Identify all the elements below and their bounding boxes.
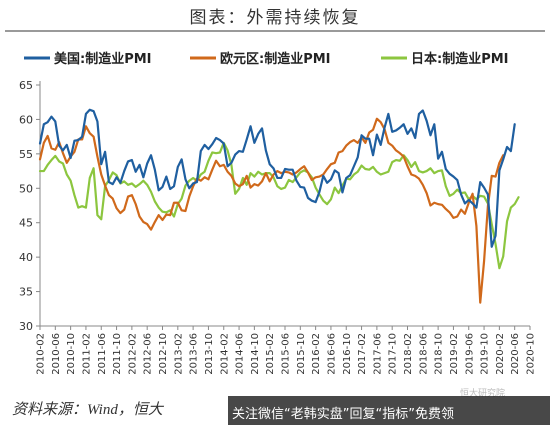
x-tick-label: 2014-06 [235, 333, 246, 375]
y-tick-label: 40 [19, 251, 33, 264]
x-tick-label: 2017-06 [372, 333, 383, 375]
y-tick-label: 65 [19, 79, 33, 92]
x-tick-label: 2012-10 [158, 333, 169, 375]
legend-label: 日本:制造业PMI [411, 51, 509, 67]
x-tick-label: 2020-06 [510, 333, 521, 375]
x-tick-label: 2018-06 [418, 333, 429, 375]
x-tick-label: 2018-10 [434, 333, 445, 375]
y-tick-label: 45 [19, 217, 33, 230]
pmi-line-chart: 美国:制造业PMI 欧元区:制造业PMI 日本:制造业PMI 30 35 40 45 50 5… [19, 51, 537, 375]
x-tick-label: 2014-02 [219, 333, 230, 375]
line-series-eurozone [38, 117, 505, 304]
line-series-us [38, 108, 516, 248]
x-tick-label: 2012-06 [143, 333, 154, 375]
x-tick-label: 2011-06 [97, 333, 108, 375]
x-tick-label: 2015-06 [281, 333, 292, 375]
x-tick-label: 2015-10 [296, 333, 307, 375]
line-series-japan [38, 141, 520, 270]
x-tick-label: 2012-02 [127, 333, 138, 375]
x-tick-label: 2014-10 [250, 333, 261, 375]
x-tick-label: 2010-10 [66, 333, 77, 375]
y-tick-label: 50 [19, 182, 33, 195]
wechat-banner[interactable] [228, 396, 550, 425]
x-tick-label: 2019-10 [480, 333, 491, 375]
x-tick-label: 2019-06 [464, 333, 475, 375]
x-tick-label: 2020-10 [526, 333, 537, 375]
y-tick-label: 30 [19, 320, 33, 333]
y-tick-label: 35 [19, 286, 33, 299]
wechat-banner-text[interactable]: 关注微信“老韩实盘”回复“指标”免费领 [232, 407, 454, 422]
x-tick-label: 2010-06 [51, 333, 62, 375]
x-tick-label: 2013-10 [204, 333, 215, 375]
y-axis: 30 35 40 45 50 55 60 65 [19, 79, 41, 333]
x-tick-label: 2017-10 [388, 333, 399, 375]
source-note: 资料来源：Wind，恒大 [12, 402, 163, 418]
x-tick-label: 2013-06 [189, 333, 200, 375]
x-tick-label: 2016-10 [342, 333, 353, 375]
y-tick-label: 60 [19, 113, 33, 126]
watermark: 恒大研究院 [460, 389, 506, 399]
legend-label: 欧元区:制造业PMI [220, 51, 331, 67]
x-tick-label: 2016-02 [311, 333, 322, 375]
x-tick-label: 2018-02 [403, 333, 414, 375]
chart-title: 图表：外需持续恢复 [189, 8, 361, 28]
x-tick-label: 2015-02 [265, 333, 276, 375]
x-tick-label: 2016-06 [326, 333, 337, 375]
legend: 美国:制造业PMI 欧元区:制造业PMI 日本:制造业PMI [24, 51, 509, 67]
x-tick-label: 2017-02 [357, 333, 368, 375]
x-tick-label: 2019-02 [449, 333, 460, 375]
x-tick-label: 2020-02 [495, 333, 506, 375]
x-axis: 2010-02 2010-06 2010-10 2011-02 2011-06 2011-… [36, 325, 537, 375]
legend-label: 美国:制造业PMI [54, 51, 152, 67]
x-tick-label: 2010-02 [36, 333, 47, 375]
series-lines [38, 108, 520, 304]
x-tick-label: 2011-10 [112, 333, 123, 375]
title-divider [5, 30, 545, 32]
y-tick-label: 55 [19, 148, 33, 161]
x-tick-label: 2013-02 [173, 333, 184, 375]
x-tick-label: 2011-02 [81, 333, 92, 375]
